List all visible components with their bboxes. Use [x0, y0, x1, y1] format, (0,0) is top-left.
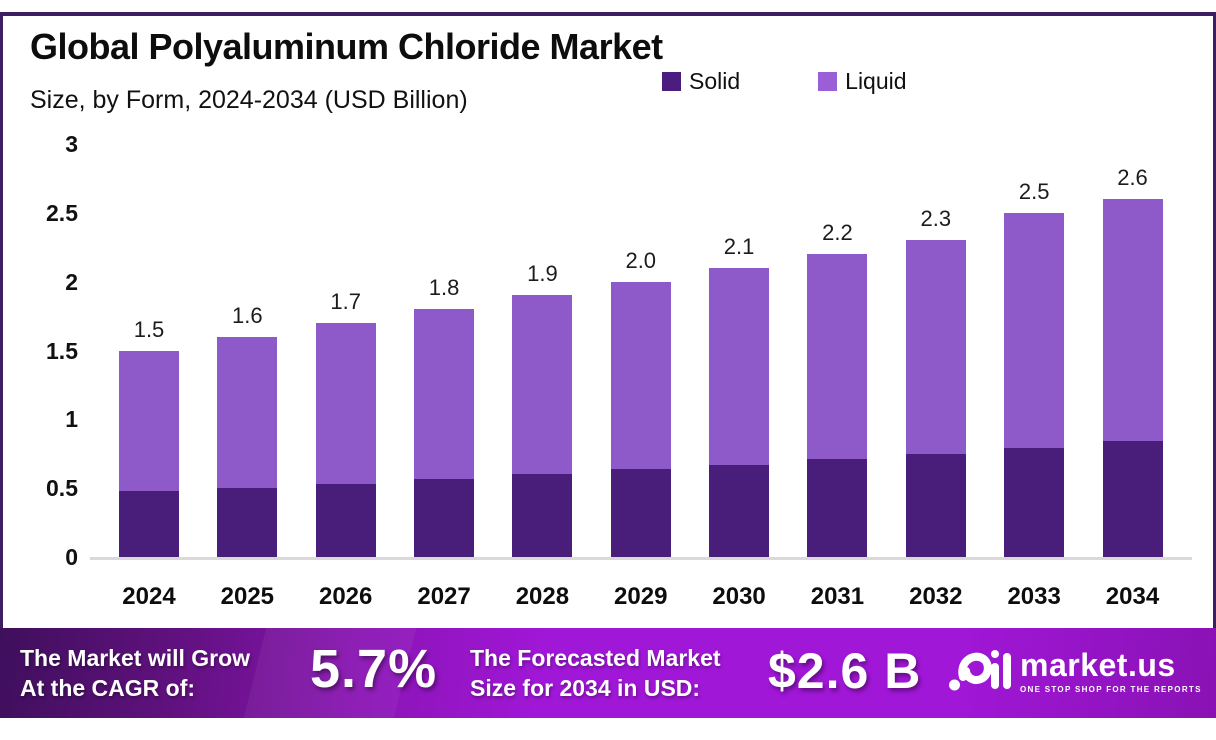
- x-axis-line: [90, 557, 1192, 560]
- bar-total-label-2030: 2.1: [723, 233, 755, 259]
- bar-total-label-2032: 2.3: [920, 206, 952, 232]
- x-tick-label-2029: 2029: [614, 583, 668, 610]
- y-tick-label: 0.5: [46, 475, 78, 502]
- legend-label-solid: Solid: [689, 68, 741, 94]
- bar-segment-solid-2031: [807, 459, 868, 557]
- liquid-swatch-icon: [818, 72, 838, 91]
- bar-segment-solid-2032: [905, 453, 966, 557]
- bar-segment-solid-2024: [119, 490, 179, 557]
- bar-segment-solid-2025: [217, 488, 278, 557]
- bar-segment-liquid-2026: [315, 322, 376, 485]
- bar-segment-solid-2026: [315, 484, 376, 557]
- y-tick-label: 3: [65, 131, 78, 157]
- cagr-label-line2: At the CAGR of:: [20, 674, 196, 701]
- x-tick-label-2033: 2033: [1007, 583, 1061, 610]
- bar-segment-solid-2027: [414, 478, 475, 557]
- bar-total-label-2034: 2.6: [1117, 165, 1148, 191]
- x-tick-label-2025: 2025: [220, 583, 275, 610]
- bar-total-label-2029: 2.0: [625, 247, 657, 273]
- chart-legend: Solid Liquid: [662, 68, 907, 95]
- solid-swatch-icon: [662, 72, 681, 91]
- bar-segment-solid-2034: [1102, 441, 1163, 557]
- x-tick-label-2030: 2030: [712, 583, 766, 610]
- x-tick-label-2032: 2032: [909, 583, 963, 610]
- bar-segment-liquid-2034: [1102, 199, 1163, 442]
- cagr-value: 5.7%: [310, 639, 438, 699]
- legend-label-liquid: Liquid: [845, 68, 907, 94]
- bar-segment-liquid-2029: [610, 281, 671, 469]
- bar-segment-liquid-2030: [709, 267, 770, 465]
- y-tick-label: 0: [65, 544, 78, 570]
- bar-segment-liquid-2024: [119, 350, 179, 491]
- bar-total-label-2025: 1.6: [232, 302, 263, 328]
- forecast-label-line1: The Forecasted Market: [470, 645, 721, 671]
- bar-segment-liquid-2025: [217, 336, 278, 489]
- bar-segment-liquid-2032: [905, 240, 966, 454]
- legend-item-liquid: Liquid: [818, 68, 907, 95]
- stacked-bar-chart: 3 2.5 2 1.5 1 0.5 0 1.5 2024 1.6 2025 1.7 2026 1.8 202…: [46, 131, 1192, 610]
- y-tick-label: 2.5: [46, 199, 78, 226]
- marketus-logo-tagline: ONE STOP SHOP FOR THE REPORTS: [1020, 684, 1202, 694]
- bar-segment-solid-2030: [709, 464, 770, 557]
- x-tick-label-2027: 2027: [417, 583, 471, 610]
- x-tick-label-2034: 2034: [1105, 583, 1160, 610]
- legend-item-solid: Solid: [662, 68, 740, 95]
- bar-segment-solid-2033: [1004, 448, 1065, 557]
- bar-segment-liquid-2031: [807, 254, 868, 460]
- page-subtitle: Size, by Form, 2024-2034 (USD Billion): [30, 86, 468, 114]
- bar-total-label-2024: 1.5: [133, 316, 165, 342]
- bar-segment-solid-2028: [512, 474, 573, 557]
- marketus-logo: market.us ONE STOP SHOP FOR THE REPORTS: [948, 645, 1202, 701]
- page-title: Global Polyaluminum Chloride Market: [30, 26, 663, 67]
- bar-total-label-2031: 2.2: [822, 220, 853, 246]
- forecast-value: $2.6 B: [768, 643, 922, 699]
- bar-total-label-2027: 1.8: [428, 275, 460, 301]
- bottom-banner: The Market will Grow At the CAGR of: 5.7…: [0, 628, 1216, 718]
- bar-segment-solid-2029: [610, 468, 671, 557]
- bar-segment-liquid-2027: [414, 309, 475, 479]
- bar-total-label-2028: 1.9: [527, 261, 558, 287]
- x-tick-label-2024: 2024: [122, 583, 176, 610]
- forecast-label: The Forecasted Market Size for 2034 in U…: [470, 644, 721, 704]
- x-tick-label-2031: 2031: [810, 583, 865, 610]
- cagr-label-line1: The Market will Grow: [20, 645, 251, 671]
- y-tick-label: 2: [65, 268, 78, 295]
- marketus-logo-text: market.us ONE STOP SHOP FOR THE REPORTS: [1020, 647, 1202, 694]
- forecast-label-line2: Size for 2034 in USD:: [470, 674, 701, 701]
- bar-segment-liquid-2028: [512, 295, 573, 475]
- marketus-logo-icon: [949, 650, 1011, 691]
- x-tick-label-2026: 2026: [318, 583, 373, 610]
- cagr-label: The Market will Grow At the CAGR of:: [20, 644, 250, 704]
- x-tick-label-2028: 2028: [515, 583, 570, 610]
- bar-segment-liquid-2033: [1004, 212, 1065, 449]
- bar-total-label-2033: 2.5: [1018, 178, 1050, 204]
- bar-total-label-2026: 1.7: [330, 288, 361, 314]
- marketus-logo-name: market.us: [1020, 647, 1176, 683]
- y-tick-label: 1.5: [46, 337, 78, 364]
- y-tick-label: 1: [65, 406, 78, 433]
